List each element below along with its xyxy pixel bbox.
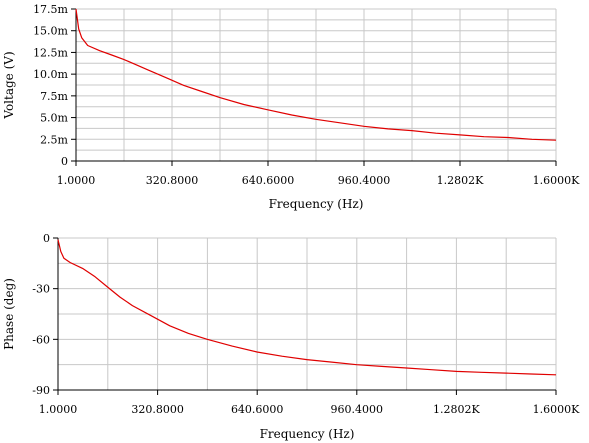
voltage-data-point-6	[123, 59, 124, 60]
phase-data-point-5	[95, 276, 96, 277]
phase-data-point-14	[256, 351, 257, 352]
voltage-y-tick-label-5: 12.5m	[33, 46, 68, 59]
voltage-data-point-25	[531, 139, 532, 140]
phase-x-tick-label-2: 640.6000	[231, 403, 284, 416]
phase-data-point-24	[506, 373, 507, 374]
voltage-data-point-20	[411, 130, 412, 131]
voltage-y-tick-label-3: 7.5m	[40, 90, 68, 103]
phase-y-axis-label: Phase (deg)	[2, 278, 16, 350]
voltage-data-point-3	[87, 45, 88, 46]
voltage-data-point-16	[315, 119, 316, 120]
voltage-data-point-24	[507, 137, 508, 138]
phase-data-point-3	[70, 262, 71, 263]
voltage-data-point-9	[165, 77, 166, 78]
voltage-y-tick-label-0: 0	[61, 155, 68, 168]
phase-data-point-10	[169, 325, 170, 326]
phase-x-axis-label: Frequency (Hz)	[260, 427, 355, 441]
voltage-data-point-14	[267, 109, 268, 110]
voltage-data-point-8	[147, 69, 148, 70]
phase-y-tick-label-2: -60	[32, 333, 50, 346]
voltage-data-point-4	[99, 50, 100, 51]
phase-x-tick-label-0: 1.0000	[39, 403, 78, 416]
voltage-data-point-7	[135, 64, 136, 65]
voltage-y-tick-label-4: 10.0m	[33, 68, 68, 81]
voltage-data-point-26	[555, 140, 556, 141]
voltage-data-point-21	[435, 133, 436, 134]
voltage-data-point-15	[291, 114, 292, 115]
phase-x-tick-label-5: 1.6000K	[533, 403, 580, 416]
voltage-data-point-11	[201, 91, 202, 92]
voltage-data-point-1	[78, 28, 79, 29]
phase-data-point-26	[555, 374, 556, 375]
voltage-data-point-0	[75, 8, 76, 9]
phase-data-point-15	[281, 356, 282, 357]
voltage-data-point-23	[483, 136, 484, 137]
phase-y-tick-label-0: 0	[43, 232, 50, 245]
phase-data-point-13	[232, 346, 233, 347]
phase-data-point-16	[306, 359, 307, 360]
phase-data-point-6	[107, 286, 108, 287]
phase-y-tick-label-1: -30	[32, 283, 50, 296]
phase-data-point-23	[481, 372, 482, 373]
voltage-data-point-18	[363, 126, 364, 127]
voltage-x-tick-label-0: 1.0000	[57, 174, 96, 187]
phase-x-tick-label-1: 320.8000	[131, 403, 184, 416]
voltage-x-tick-label-5: 1.6000K	[533, 174, 580, 187]
phase-data-point-12	[207, 339, 208, 340]
phase-data-point-11	[188, 333, 189, 334]
phase-data-point-22	[456, 371, 457, 372]
phase-data-point-17	[331, 362, 332, 363]
voltage-y-tick-label-1: 2.5m	[40, 133, 68, 146]
phase-series-line-0	[57, 239, 557, 376]
phase-data-point-1	[60, 251, 61, 252]
phase-data-point-18	[356, 364, 357, 365]
voltage-data-point-19	[387, 128, 388, 129]
voltage-x-tick-label-2: 640.6000	[242, 174, 295, 187]
voltage-data-point-12	[219, 97, 220, 98]
voltage-data-point-22	[459, 134, 460, 135]
voltage-x-tick-label-1: 320.8000	[146, 174, 199, 187]
phase-data-point-4	[82, 268, 83, 269]
voltage-data-point-5	[111, 54, 112, 55]
voltage-data-point-13	[243, 104, 244, 105]
phase-data-point-8	[132, 305, 133, 306]
phase-data-point-19	[381, 366, 382, 367]
voltage-data-point-2	[81, 37, 82, 38]
voltage-y-tick-label-7: 17.5m	[33, 3, 68, 16]
voltage-y-tick-label-2: 5.0m	[40, 112, 68, 125]
phase-data-point-20	[406, 367, 407, 368]
phase-x-tick-label-3: 960.4000	[331, 403, 384, 416]
voltage-series-line-0	[75, 8, 557, 141]
voltage-y-tick-label-6: 15.0m	[33, 25, 68, 38]
voltage-x-tick-label-3: 960.4000	[338, 174, 391, 187]
phase-data-point-0	[57, 239, 58, 240]
phase-data-point-25	[531, 373, 532, 374]
phase-x-tick-label-4: 1.2802K	[433, 403, 480, 416]
voltage-data-point-10	[183, 85, 184, 86]
phase-data-point-7	[119, 297, 120, 298]
voltage-x-axis-label: Frequency (Hz)	[269, 197, 364, 211]
phase-y-tick-label-3: -90	[32, 384, 50, 397]
phase-chart: 1.0000 320.8000 640.6000 960.4000 1.2802K 1.6…	[2, 232, 580, 441]
voltage-x-tick-label-4: 1.2802K	[437, 174, 484, 187]
voltage-y-axis-label: Voltage (V)	[2, 51, 16, 119]
voltage-chart: 1.0000 320.8000 640.6000 960.4000 1.2802K 1.6…	[2, 3, 580, 211]
voltage-data-point-17	[339, 122, 340, 123]
phase-data-point-9	[151, 315, 152, 316]
phase-data-point-2	[63, 258, 64, 259]
phase-data-point-21	[431, 369, 432, 370]
